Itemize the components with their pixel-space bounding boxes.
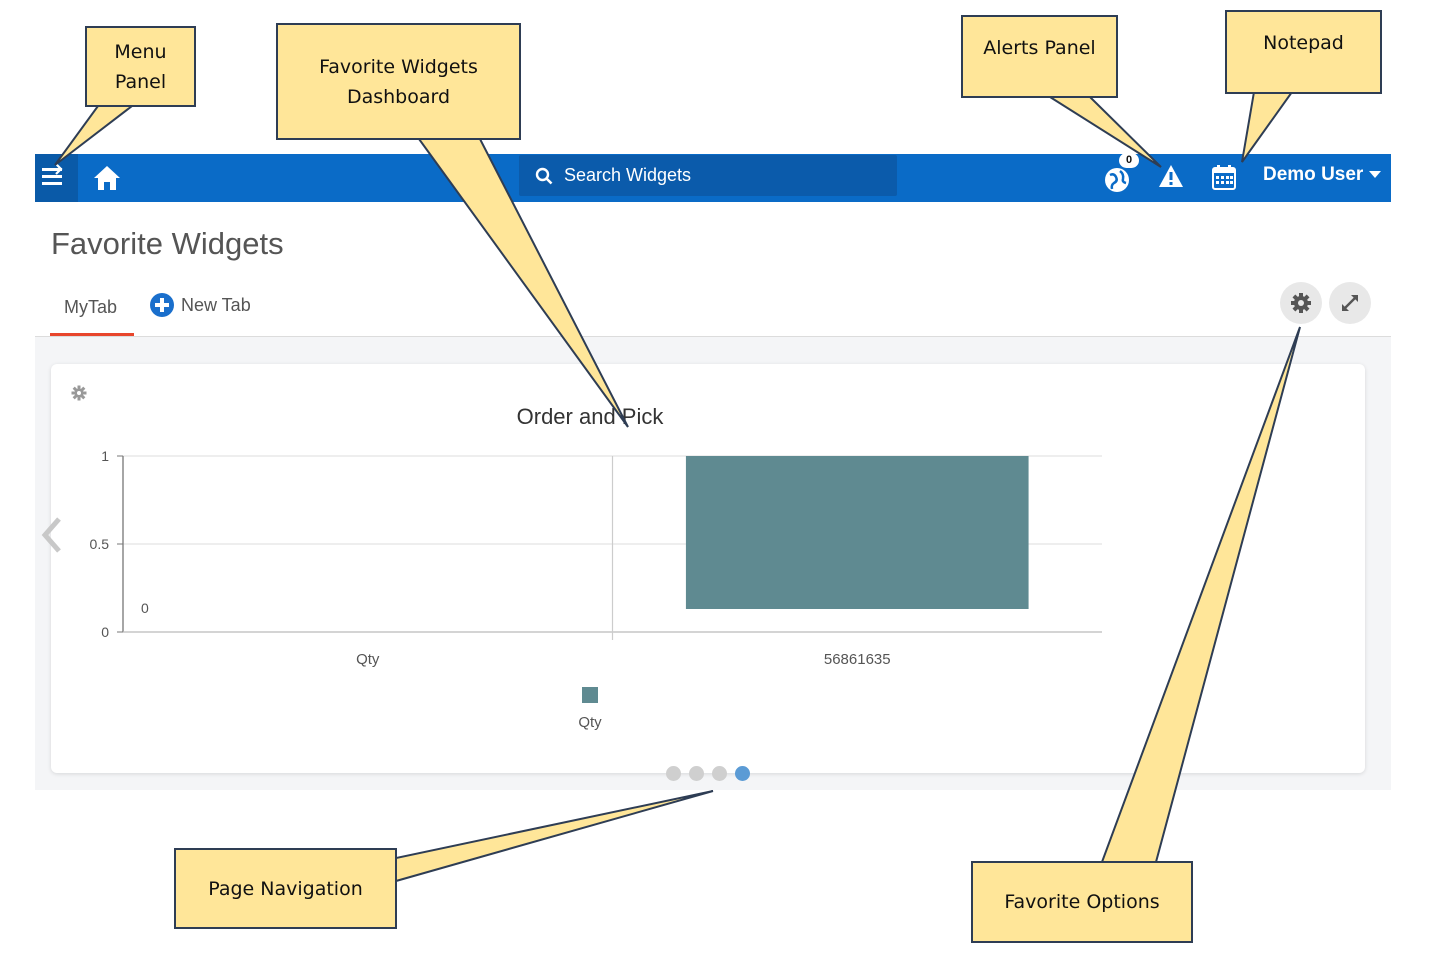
page-dot[interactable]: [689, 766, 704, 781]
alert-icon[interactable]: [1157, 162, 1185, 190]
order-and-pick-chart: Order and Pick 0 0.5 1 Qty 56861635 0 Qty: [90, 404, 1102, 731]
callout-page-navigation-text: Page Navigation: [208, 877, 363, 900]
tab-label: MyTab: [64, 297, 118, 317]
callout-menu-panel: Menu Panel: [85, 26, 196, 107]
gear-icon: [1291, 293, 1311, 313]
callout-favorite-options: Favorite Options: [971, 861, 1193, 943]
bar: [685, 456, 1029, 609]
y-tick-label: 0: [101, 624, 109, 640]
notification-badge: 0: [1119, 153, 1139, 168]
legend-swatch: [582, 687, 598, 703]
callout-favorite-options-text: Favorite Options: [1004, 891, 1160, 913]
home-icon: [94, 166, 120, 190]
search-placeholder: Search Widgets: [564, 165, 692, 185]
callout-alerts-panel: Alerts Panel: [961, 15, 1118, 98]
callout-alerts-text: Alerts Panel: [983, 37, 1096, 59]
tab-mytab[interactable]: MyTab: [50, 280, 134, 336]
tab-divider: [35, 336, 1391, 337]
top-navigation-bar: Search Widgets 0 Demo User: [35, 153, 1391, 202]
x-tick-label: Qty: [356, 651, 380, 668]
globe-icon[interactable]: [1101, 161, 1137, 195]
page-header: [35, 202, 1391, 336]
callout-notepad-text: Notepad: [1263, 32, 1344, 54]
new-tab-label: New Tab: [181, 295, 251, 315]
page-dot[interactable]: [735, 766, 750, 781]
y-tick-label: 0.5: [90, 536, 110, 552]
notepad-pointer: [1241, 91, 1294, 163]
expand-icon: [1342, 295, 1358, 311]
favorite-options-button[interactable]: [1280, 282, 1322, 324]
callout-dashboard-text: Favorite Widgets Dashboard: [319, 55, 478, 108]
data-label: 0: [141, 600, 149, 616]
user-menu[interactable]: Demo User: [1263, 164, 1382, 186]
user-name: Demo User: [1263, 164, 1364, 185]
app-window: Search Widgets 0 Demo User Favorit: [35, 153, 1391, 790]
chevron-left-icon[interactable]: [39, 516, 65, 554]
callout-favorite-widgets-dashboard: Favorite Widgets Dashboard: [276, 23, 521, 140]
menu-button[interactable]: [35, 154, 78, 202]
widget-settings-gear-icon[interactable]: [70, 384, 88, 402]
caret-down-icon: [1369, 171, 1382, 179]
page-dot[interactable]: [712, 766, 727, 781]
callout-page-navigation: Page Navigation: [174, 848, 397, 929]
expand-button[interactable]: [1329, 282, 1371, 324]
search-input[interactable]: Search Widgets: [519, 155, 897, 196]
home-button[interactable]: [90, 162, 124, 194]
search-icon: [535, 167, 553, 185]
page-dot[interactable]: [666, 766, 681, 781]
callout-notepad: Notepad: [1225, 10, 1382, 94]
callout-menu-panel-text: Menu Panel: [114, 40, 167, 93]
chart-title: Order and Pick: [517, 404, 665, 429]
legend-label: Qty: [578, 714, 602, 731]
page-title: Favorite Widgets: [51, 226, 284, 261]
x-tick-label: 56861635: [824, 651, 891, 668]
page-navigation-pointer: [395, 790, 714, 883]
y-tick-label: 1: [101, 448, 109, 464]
plus-circle-icon: [150, 293, 174, 317]
calendar-icon[interactable]: [1211, 163, 1237, 191]
menu-icon: [42, 163, 63, 185]
